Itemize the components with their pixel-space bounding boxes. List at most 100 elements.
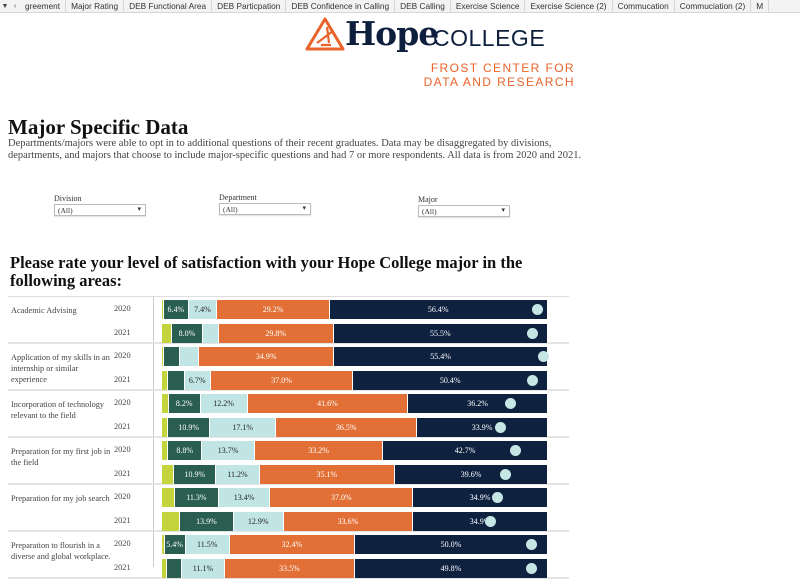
sheet-tab[interactable]: DEB Confidence in Calling [286,0,396,12]
mean-marker [525,563,537,574]
bar-segment: 56.4% [329,300,548,319]
category-label: Academic Advising [11,306,77,315]
bar-segment: 29.8% [218,324,334,343]
sheet-tabs-bar: ▼ ‹ greement Major Rating DEB Functional A… [0,0,800,13]
bar-segment: 13.9% [180,512,234,531]
year-label: 2020 [114,398,131,407]
bar-segment [168,371,185,390]
division-filter: Division (All) ▾ [54,194,146,216]
bar-segment [162,347,164,366]
department-filter: Department (All) ▾ [219,193,311,215]
bar-segment: 13.4% [218,488,271,507]
bar-segment: 39.6% [395,465,548,484]
bar-segment: 37.0% [210,371,354,390]
bar-segment: 6.7% [184,371,211,390]
year-label: 2020 [114,492,131,501]
chart-group: Preparation for my first job in the fiel… [8,438,569,485]
bar-segment [202,324,219,343]
stacked-bar: 8.8% 13.7% 33.2% 42.7% [162,441,548,460]
chart-title: Please rate your level of satisfaction w… [10,253,523,290]
sheet-tab[interactable]: DEB Particpation [212,0,287,12]
sheet-tab[interactable]: greement [20,0,67,12]
stacked-bar: 13.9% 12.9% 33.6% 34.9% [162,512,548,531]
logo-hope-text: Hope [345,14,439,53]
chevron-down-icon: ▾ [501,206,505,214]
category-label: Incorporation of technology relevant to … [11,400,105,420]
year-label: 2020 [114,539,131,548]
chart-group: Incorporation of technology relevant to … [8,391,569,438]
tabs-menu-icon[interactable]: ▼ [1,2,9,10]
mean-marker [537,351,549,362]
bar-segment: 12.2% [200,394,248,413]
bar-segment [162,394,169,413]
bar-segment [162,512,181,531]
bar-segment: 5.4% [164,535,186,554]
satisfaction-chart: Academic Advising 2020 6.4% 7.4% 29.2% 56.4% 2… [8,296,569,579]
sheet-tab[interactable]: Exercise Science (2) [525,0,613,12]
major-dropdown[interactable]: (All) ▾ [418,205,510,217]
mean-marker [504,398,516,409]
bar-segment: 37.0% [270,488,414,507]
department-dropdown[interactable]: (All) ▾ [219,203,311,215]
mean-marker [509,445,521,456]
mean-marker [527,328,539,339]
division-dropdown[interactable]: (All) ▾ [54,204,146,216]
sheet-tab[interactable]: Major Rating [66,0,125,12]
stacked-bar: 8.2% 12.2% 41.6% 36.2% [162,394,548,413]
sheet-tab[interactable]: M [751,0,770,12]
bar-segment: 34.9% [413,488,548,507]
bar-segment: 33.6% [283,512,414,531]
major-filter: Major (All) ▾ [418,195,510,217]
year-label: 2021 [114,469,131,478]
mean-marker [494,422,506,433]
chart-group: Preparation to flourish in a diverse and… [8,532,569,579]
bar-segment [163,347,180,366]
chart-group: Preparation for my job search 2020 11.3% 13… [8,485,569,532]
sheet-tab[interactable]: Exercise Science [451,0,526,12]
filter-label: Division [54,194,82,203]
mean-marker [531,304,543,315]
filter-label: Department [219,193,257,202]
bar-segment: 49.8% [354,559,548,578]
stacked-bar: 5.4% 11.5% 32.4% 50.0% [162,535,548,554]
bar-segment: 11.2% [216,465,260,484]
bar-segment: 12.9% [233,512,284,531]
bar-segment: 11.3% [175,488,219,507]
chart-group: Academic Advising 2020 6.4% 7.4% 29.2% 56.4% 2… [8,297,569,344]
stacked-bar: 10.9% 11.2% 35.1% 39.6% [162,465,548,484]
bar-segment: 55.5% [333,324,548,343]
sheet-tab[interactable]: DEB Calling [395,0,451,12]
dropdown-value: (All) [422,207,437,216]
year-label: 2020 [114,304,131,313]
bar-segment [162,300,164,319]
bar-segment [162,488,176,507]
stacked-bar: 34.9% 55.4% [162,347,549,366]
bar-segment: 41.6% [247,394,409,413]
chart-axis-line [153,296,154,567]
sheet-tab[interactable]: Commucation [613,0,675,12]
bar-segment: 50.0% [354,535,548,554]
mean-marker [527,375,539,386]
bar-segment: 32.4% [229,535,355,554]
bar-segment: 35.1% [259,465,396,484]
page-description: Departments/majors were able to opt in t… [8,138,582,161]
tabs-scroll-left-icon[interactable]: ‹ [13,2,17,10]
bar-segment: 8.2% [168,394,201,413]
bar-segment: 34.9% [199,347,335,366]
year-label: 2020 [114,351,131,360]
filter-label: Major [418,195,438,204]
bar-segment [162,324,173,343]
hope-college-logo: Hope COLLEGE FROST CENTER FOR DATA AND R… [305,14,575,89]
category-label: Preparation for my job search [11,494,110,503]
bar-segment: 11.5% [185,535,230,554]
mean-marker [525,539,537,550]
hope-anchor-logo-icon [305,17,345,51]
bar-segment: 50.4% [353,371,548,390]
bar-segment: 36.5% [276,418,418,437]
sheet-tab[interactable]: DEB Functional Area [124,0,213,12]
bar-segment: 13.7% [202,441,255,460]
bar-segment: 34.9% [413,512,548,531]
bar-segment: 6.4% [163,300,189,319]
sheet-tab[interactable]: Commuciation (2) [675,0,752,12]
bar-segment: 55.4% [334,347,548,366]
